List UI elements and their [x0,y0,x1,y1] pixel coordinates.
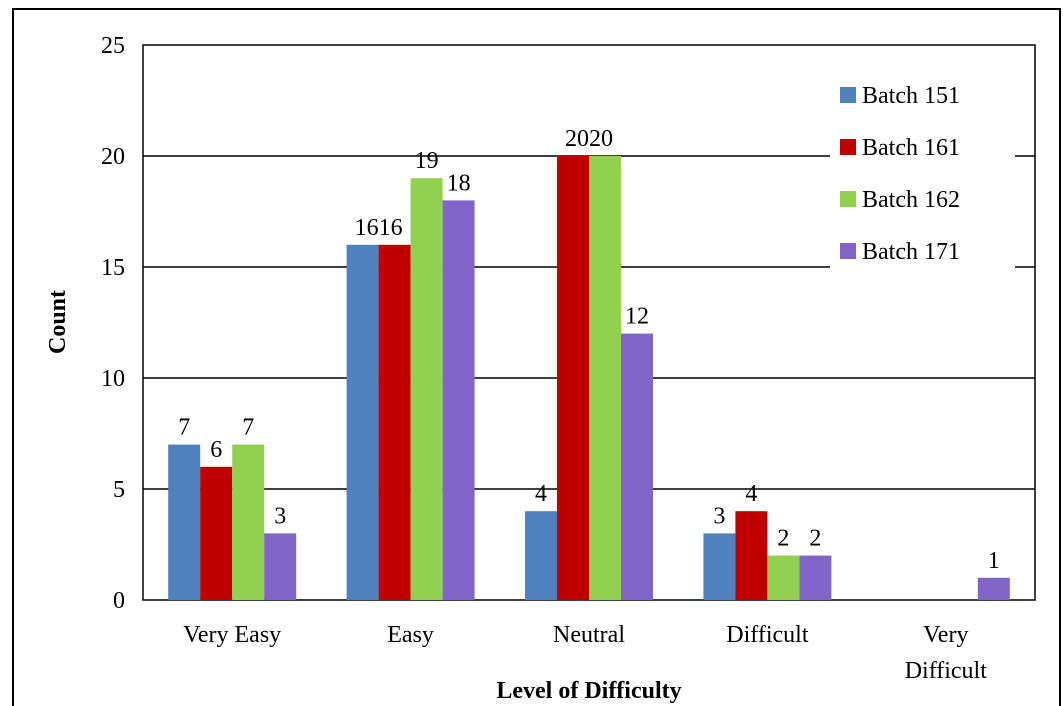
x-axis-categories: Very Easy Easy Neutral Difficult Very Difficu… [183,622,987,684]
y-tick-label: 10 [101,366,125,392]
x-category-label: Neutral [553,622,625,648]
bar [200,466,233,600]
bar [232,444,265,600]
data-label: 18 [447,170,471,196]
legend-swatch [840,87,856,103]
bar [378,244,411,601]
data-label: 4 [535,481,547,507]
y-tick-label: 5 [113,477,125,503]
bar [799,555,832,600]
legend-label: Batch 171 [862,239,960,265]
data-label: 2 [777,526,789,552]
bar [589,156,621,600]
data-label: 4 [745,481,757,507]
data-label: 7 [242,415,254,441]
data-label: 3 [713,503,725,529]
x-category-label: Very Difficult [905,622,988,684]
y-tick-label: 25 [101,33,125,59]
legend-swatch [840,243,856,259]
bar [621,333,653,600]
bar [525,511,557,600]
bar [168,444,201,600]
bar [410,178,443,600]
x-category-label: Difficult [726,622,809,648]
bar [767,555,800,600]
legend-swatch [840,139,856,155]
legend-label: Batch 162 [862,187,960,213]
y-tick-label: 15 [101,255,125,281]
bar [977,577,1010,600]
legend-label: Batch 161 [862,135,960,161]
bars [168,156,1010,601]
x-category-label: Easy [387,622,434,648]
bar [346,244,379,601]
y-tick-label: 0 [113,588,125,614]
legend: Batch 151 Batch 161 Batch 162 Batch 171 [830,70,1015,280]
bar [442,200,475,600]
data-label: 3 [274,503,286,529]
legend-swatch [840,191,856,207]
data-label: 7 [178,415,190,441]
y-axis-ticks: 0 5 10 15 20 25 [101,33,125,614]
data-label: 2 [809,526,821,552]
y-axis-title: Count [45,290,71,354]
bar [557,156,589,600]
data-label: 1 [988,548,1000,574]
data-label: 1616 [355,215,403,241]
x-axis-title: Level of Difficulty [496,678,681,704]
legend-box [830,70,1015,280]
data-label: 12 [625,304,649,330]
legend-label: Batch 151 [862,83,960,109]
x-category-label: Very Easy [183,622,281,648]
bar [735,511,768,600]
data-label: 19 [415,148,439,174]
bar [264,533,297,600]
bar [703,533,736,600]
y-tick-label: 20 [101,144,125,170]
data-label: 6 [210,437,222,463]
data-label: 2020 [565,126,613,152]
